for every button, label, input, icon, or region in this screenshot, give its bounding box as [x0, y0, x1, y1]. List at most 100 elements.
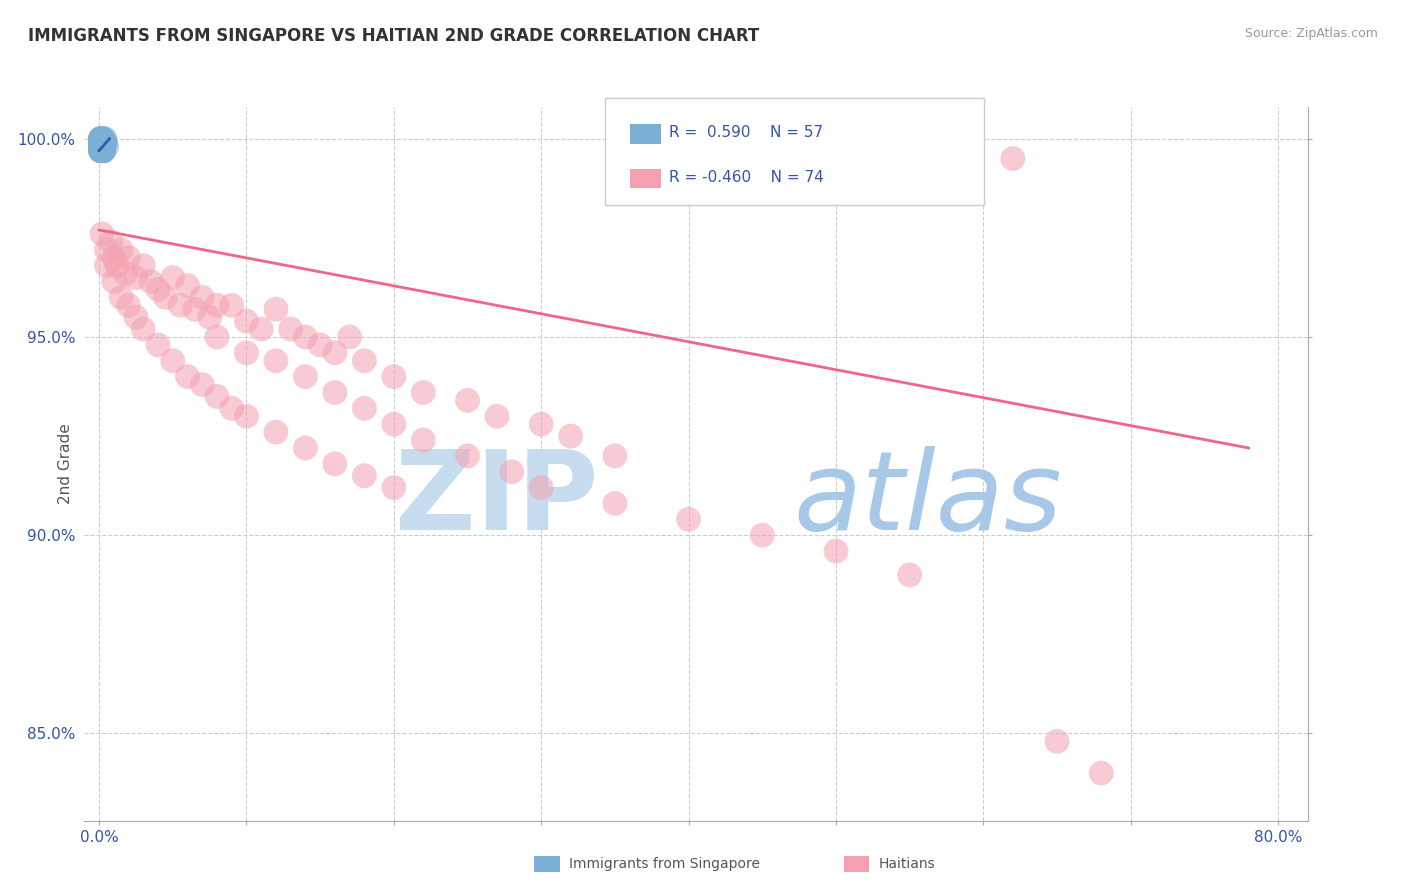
Point: [221, 401, 243, 416]
Point: [205, 389, 228, 403]
Text: atlas: atlas: [794, 446, 1063, 553]
Point: [169, 298, 191, 312]
Point: [280, 322, 302, 336]
Point: [412, 385, 434, 400]
Point: [501, 465, 523, 479]
Point: [221, 298, 243, 312]
Point: [90, 139, 112, 153]
Point: [176, 278, 198, 293]
Point: [90, 139, 112, 153]
Point: [382, 369, 405, 384]
Point: [235, 409, 257, 424]
Point: [90, 136, 112, 150]
Point: [205, 298, 228, 312]
Point: [294, 369, 316, 384]
Text: Source: ZipAtlas.com: Source: ZipAtlas.com: [1244, 27, 1378, 40]
Point: [94, 136, 117, 150]
Point: [91, 136, 114, 150]
Point: [114, 267, 136, 281]
Point: [825, 544, 848, 558]
Point: [93, 144, 115, 158]
Point: [90, 144, 112, 158]
Point: [93, 139, 115, 153]
Point: [91, 132, 114, 146]
Point: [132, 259, 155, 273]
Point: [678, 512, 700, 526]
Point: [103, 251, 125, 265]
Point: [91, 144, 114, 158]
Point: [91, 136, 114, 150]
Point: [235, 346, 257, 360]
Point: [91, 139, 114, 153]
Point: [93, 144, 115, 158]
Point: [100, 235, 122, 249]
Point: [91, 136, 114, 150]
Point: [90, 139, 112, 153]
Point: [1001, 152, 1024, 166]
Point: [91, 139, 114, 153]
Point: [353, 401, 375, 416]
Point: [1046, 734, 1069, 748]
Point: [898, 567, 921, 582]
Point: [91, 136, 114, 150]
Point: [91, 132, 114, 146]
Point: [117, 298, 139, 312]
Point: [132, 322, 155, 336]
Point: [485, 409, 508, 424]
Point: [93, 139, 115, 153]
Point: [90, 144, 112, 158]
Point: [105, 259, 128, 273]
Point: [94, 136, 117, 150]
Point: [91, 139, 114, 153]
Point: [146, 282, 169, 296]
Point: [205, 330, 228, 344]
Point: [125, 310, 148, 325]
Point: [90, 139, 112, 153]
Point: [94, 136, 117, 150]
Text: Haitians: Haitians: [879, 857, 935, 871]
Point: [294, 330, 316, 344]
Point: [94, 132, 117, 146]
Point: [323, 346, 346, 360]
Point: [91, 136, 114, 150]
Point: [93, 136, 115, 150]
Point: [91, 136, 114, 150]
Point: [530, 481, 553, 495]
Point: [382, 417, 405, 432]
Point: [90, 144, 112, 158]
Point: [103, 275, 125, 289]
Point: [91, 144, 114, 158]
Point: [91, 136, 114, 150]
Point: [90, 136, 112, 150]
Point: [323, 385, 346, 400]
Point: [264, 302, 287, 317]
Point: [191, 290, 214, 304]
Point: [198, 310, 221, 325]
Point: [184, 302, 207, 317]
Point: [90, 132, 112, 146]
Point: [457, 393, 479, 408]
Point: [90, 139, 112, 153]
Point: [155, 290, 177, 304]
Point: [139, 275, 162, 289]
Point: [93, 139, 115, 153]
Point: [110, 290, 132, 304]
Text: Immigrants from Singapore: Immigrants from Singapore: [569, 857, 761, 871]
Point: [603, 496, 626, 510]
Point: [93, 132, 115, 146]
Point: [90, 139, 112, 153]
Point: [146, 338, 169, 352]
Point: [90, 136, 112, 150]
Point: [309, 338, 332, 352]
Point: [162, 270, 184, 285]
Point: [1090, 766, 1112, 780]
Point: [339, 330, 361, 344]
Text: R =  0.590    N = 57: R = 0.590 N = 57: [669, 126, 824, 140]
Point: [91, 136, 114, 150]
Point: [91, 139, 114, 153]
Point: [751, 528, 773, 542]
Point: [96, 139, 118, 153]
Point: [110, 243, 132, 257]
Point: [96, 243, 118, 257]
Point: [93, 144, 115, 158]
